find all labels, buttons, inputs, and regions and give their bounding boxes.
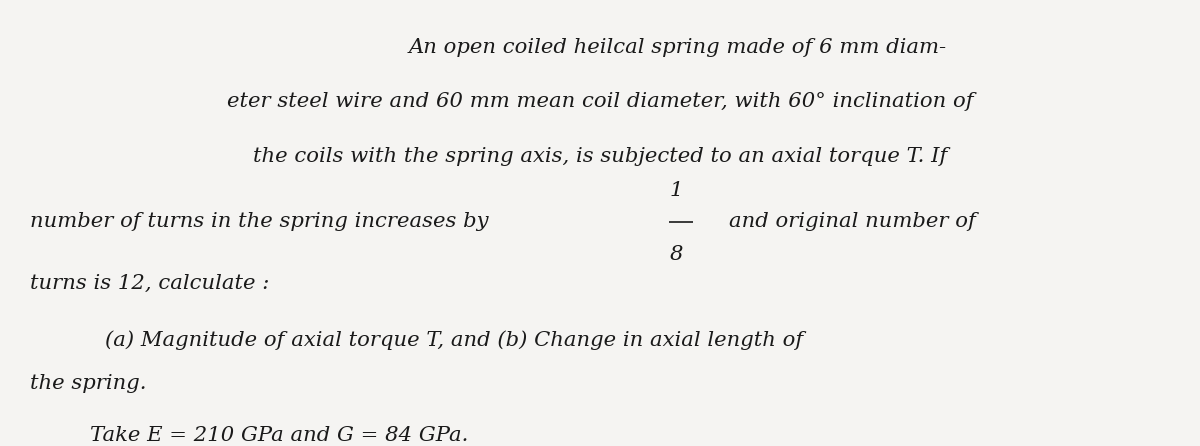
Text: eter steel wire and 60 mm mean coil diameter, with 60° inclination of: eter steel wire and 60 mm mean coil diam…: [227, 92, 973, 111]
Text: An open coiled heilcal spring made of 6 mm diam-: An open coiled heilcal spring made of 6 …: [408, 37, 947, 57]
Text: Take E = 210 GPa and G = 84 GPa.: Take E = 210 GPa and G = 84 GPa.: [90, 426, 468, 446]
Text: (a) Magnitude of axial torque T, and (b) Change in axial length of: (a) Magnitude of axial torque T, and (b)…: [106, 331, 804, 351]
Text: turns is 12, calculate :: turns is 12, calculate :: [30, 274, 270, 293]
Text: 1: 1: [670, 181, 683, 200]
Text: the coils with the spring axis, is subjected to an axial torque T. If: the coils with the spring axis, is subje…: [253, 147, 947, 166]
Text: the spring.: the spring.: [30, 375, 146, 393]
Text: number of turns in the spring increases by: number of turns in the spring increases …: [30, 212, 488, 231]
Text: and original number of: and original number of: [728, 212, 976, 231]
Text: 8: 8: [670, 245, 683, 264]
